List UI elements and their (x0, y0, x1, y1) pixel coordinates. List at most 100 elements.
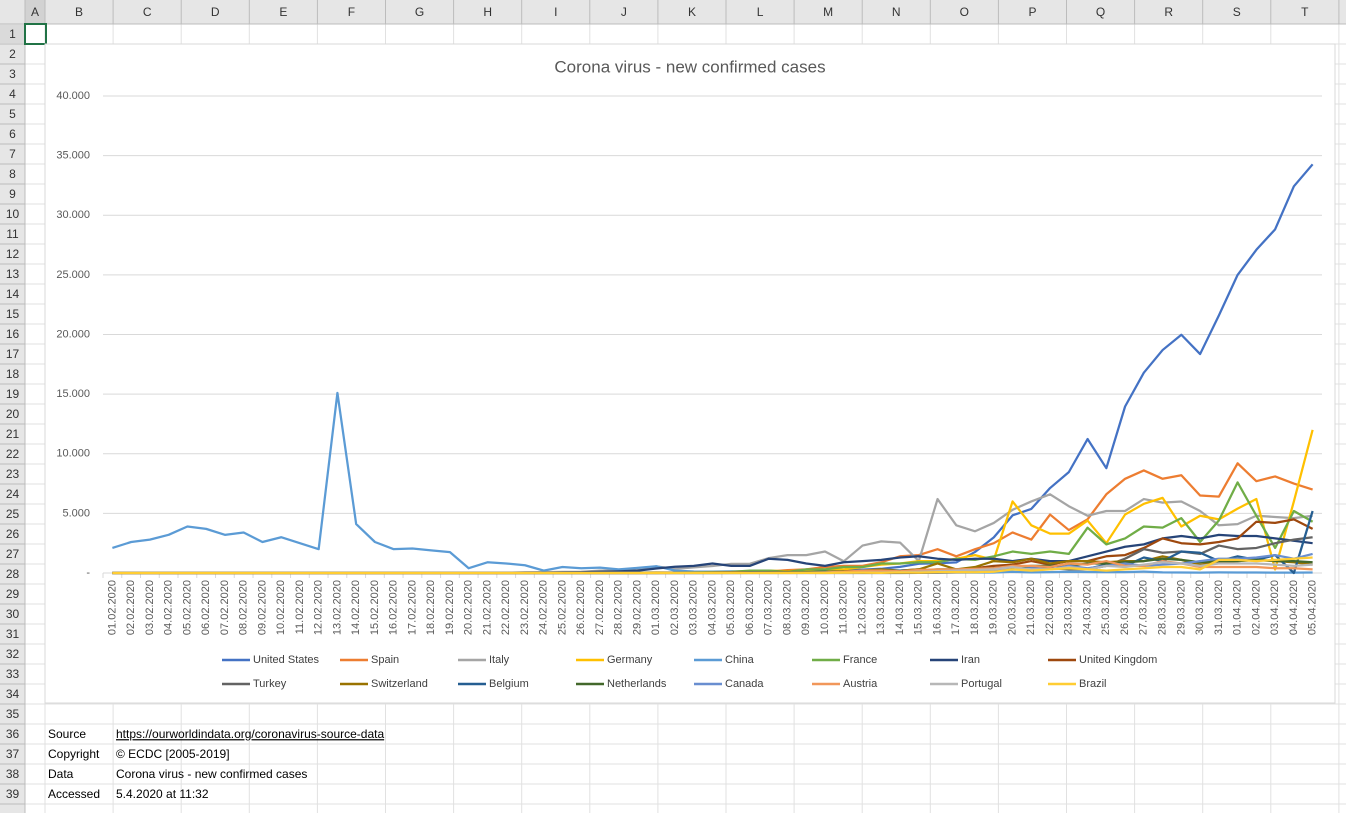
x-tick-label: 01.02.2020 (106, 580, 118, 635)
legend-label: China (725, 654, 755, 666)
x-tick-label: 16.03.2020 (931, 580, 943, 635)
x-tick-label: 06.03.2020 (744, 580, 756, 635)
cell-texts: Source https://ourworldindata.org/coronav… (48, 727, 384, 801)
y-tick-label: 30.000 (56, 209, 90, 221)
x-tick-label: 12.02.2020 (313, 580, 325, 635)
legend-label: Switzerland (371, 678, 428, 690)
plot-area: - 5.000 10.000 15.000 20.000 25.000 30.000 35.0… (56, 90, 1322, 635)
source-link[interactable]: https://ourworldindata.org/coronavirus-s… (116, 727, 384, 741)
row-header: 8 (9, 167, 16, 181)
x-tick-label: 26.02.2020 (575, 580, 587, 635)
row-header: 29 (6, 587, 20, 601)
row-header: 35 (6, 707, 20, 721)
column-header: L (757, 5, 764, 19)
x-tick-label: 02.03.2020 (669, 580, 681, 635)
x-tick-label: 25.02.2020 (556, 580, 568, 635)
column-header: M (823, 5, 833, 19)
x-tick-label: 13.02.2020 (331, 580, 343, 635)
row-header: 16 (6, 327, 20, 341)
row-header: 14 (6, 287, 20, 301)
column-header: N (892, 5, 901, 19)
x-tick-label: 29.02.2020 (631, 580, 643, 635)
column-header: R (1164, 5, 1173, 19)
row-header: 19 (6, 387, 20, 401)
row-header: 18 (6, 367, 20, 381)
column-header: F (348, 5, 355, 19)
x-tick-label: 24.03.2020 (1081, 580, 1093, 635)
row-header: 34 (6, 687, 20, 701)
y-tick-label: 40.000 (56, 90, 90, 102)
x-tick-label: 10.02.2020 (275, 580, 287, 635)
x-tick-label: 16.02.2020 (388, 580, 400, 635)
legend: United States Spain Italy Germany China Franc… (222, 654, 1157, 690)
x-tick-label: 14.03.2020 (894, 580, 906, 635)
row-header: 7 (9, 147, 16, 161)
x-tick-label: 17.02.2020 (406, 580, 418, 635)
cell-value: 5.4.2020 at 11:32 (116, 787, 209, 801)
chart-title: Corona virus - new confirmed cases (554, 57, 825, 76)
x-tick-label: 05.04.2020 (1307, 580, 1319, 635)
x-tick-label: 15.02.2020 (369, 580, 381, 635)
series-line (112, 556, 1313, 575)
legend-label: United States (253, 654, 320, 666)
x-tick-label: 10.03.2020 (819, 580, 831, 635)
cell-value: Corona virus - new confirmed cases (116, 767, 307, 781)
x-tick-label: 22.02.2020 (500, 580, 512, 635)
row-header: 1 (9, 27, 16, 41)
x-tick-label: 18.03.2020 (969, 580, 981, 635)
legend-label: Germany (607, 654, 653, 666)
row-header: 2 (9, 47, 16, 61)
column-header: A (31, 5, 39, 19)
x-tick-label: 29.03.2020 (1175, 580, 1187, 635)
row-header: 23 (6, 467, 20, 481)
column-header: T (1301, 5, 1309, 19)
chart-area[interactable] (44, 43, 1336, 704)
cell-label: Accessed (48, 787, 100, 801)
y-tick-label: - (86, 567, 90, 579)
column-header-bar (0, 0, 1346, 24)
row-header: 28 (6, 567, 20, 581)
row-header: 13 (6, 267, 20, 281)
y-tick-label: 10.000 (56, 448, 90, 460)
column-header: D (211, 5, 220, 19)
x-tick-label: 28.02.2020 (613, 580, 625, 635)
legend-label: United Kingdom (1079, 654, 1157, 666)
x-tick-label: 27.02.2020 (594, 580, 606, 635)
row-header: 25 (6, 507, 20, 521)
column-header: B (75, 5, 83, 19)
legend-label: Brazil (1079, 678, 1107, 690)
x-tick-label: 14.02.2020 (350, 580, 362, 635)
row-header: 3 (9, 67, 16, 81)
column-header: O (960, 5, 969, 19)
row-header: 30 (6, 607, 20, 621)
row-header: 6 (9, 127, 16, 141)
x-tick-label: 23.03.2020 (1063, 580, 1075, 635)
x-tick-label: 20.02.2020 (463, 580, 475, 635)
y-tick-label: 20.000 (56, 328, 90, 340)
x-tick-label: 12.03.2020 (856, 580, 868, 635)
row-header: 5 (9, 107, 16, 121)
active-cell[interactable] (24, 23, 47, 45)
x-tick-label: 18.02.2020 (425, 580, 437, 635)
x-tick-label: 03.02.2020 (144, 580, 156, 635)
cell-label: Copyright (48, 747, 100, 761)
column-header: I (554, 5, 557, 19)
row-header: 21 (6, 427, 20, 441)
legend-label: Belgium (489, 678, 529, 690)
row-header: 39 (6, 787, 20, 801)
legend-label: Netherlands (607, 678, 667, 690)
row-header: 11 (6, 227, 19, 241)
x-tick-label: 13.03.2020 (875, 580, 887, 635)
column-header: Q (1096, 5, 1105, 19)
legend-label: Portugal (961, 678, 1002, 690)
row-header: 33 (6, 667, 20, 681)
x-tick-label: 24.02.2020 (538, 580, 550, 635)
row-header: 20 (6, 407, 20, 421)
row-header: 10 (6, 207, 20, 221)
cell-label: Source (48, 727, 86, 741)
legend-label: Austria (843, 678, 878, 690)
row-header: 38 (6, 767, 20, 781)
x-tick-label: 31.03.2020 (1213, 580, 1225, 635)
row-header: 17 (6, 347, 20, 361)
